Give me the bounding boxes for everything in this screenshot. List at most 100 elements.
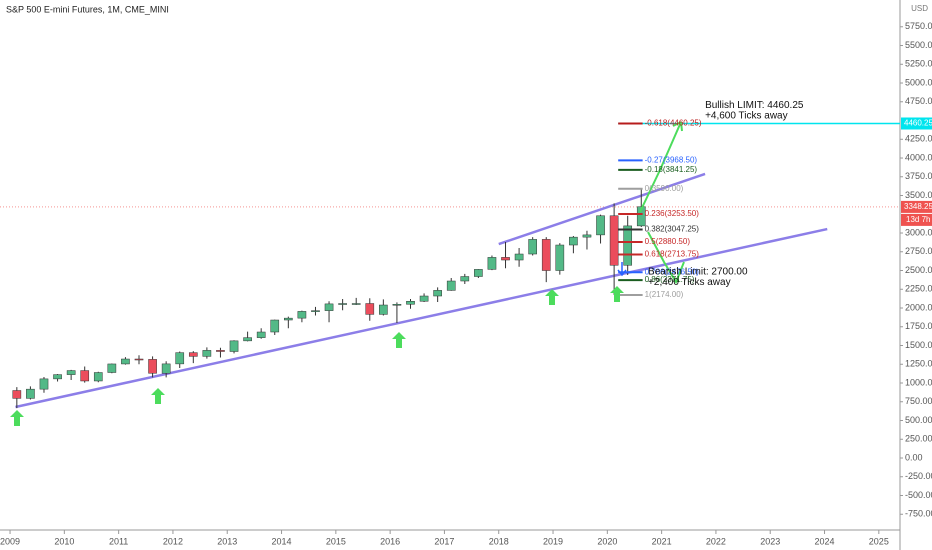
annotation: +2,400 Ticks away [648, 277, 731, 288]
y-tick-label: -500.00 [905, 490, 932, 500]
x-tick-label: 2022 [706, 536, 726, 546]
candle-body [202, 350, 212, 357]
target-price-label: 4460.25 [904, 119, 932, 128]
fib-label: 0(3590.00) [645, 184, 684, 193]
candle-body [501, 257, 510, 261]
candle-body [514, 253, 524, 261]
candle-body [66, 370, 76, 375]
candle-body [528, 239, 537, 255]
candle-body [596, 215, 605, 236]
trendline [498, 172, 706, 246]
y-tick-label: 4750.00 [905, 96, 932, 106]
annotation: Bullish LIMIT: 4460.25 [705, 100, 804, 111]
projection-down [647, 231, 685, 285]
y-tick-label: 3500.00 [905, 190, 932, 200]
fib-label: -0.27(3968.50) [645, 155, 698, 164]
candle-body [148, 359, 157, 374]
candle-body [419, 295, 429, 302]
y-tick-label: 5500.00 [905, 40, 932, 50]
arrow-group [10, 286, 624, 426]
candle-body [93, 372, 103, 382]
candle-body [53, 374, 62, 380]
candle-body [623, 225, 633, 266]
candle-body [243, 337, 252, 342]
candle-body [351, 303, 361, 305]
x-tick-label: 2018 [489, 536, 509, 546]
up-arrow [151, 388, 165, 404]
candle-body [161, 363, 171, 374]
y-tick-label: 2750.00 [905, 246, 932, 256]
y-tick-label: 2250.00 [905, 284, 932, 294]
x-tick-label: 2024 [815, 536, 835, 546]
fib-label: -0.618(4460.25) [645, 119, 702, 128]
x-tick-label: 2017 [434, 536, 454, 546]
x-tick-label: 2013 [217, 536, 237, 546]
candle-body [12, 390, 22, 399]
fib-label: 0.5(2880.50) [645, 237, 691, 246]
fib-label: 0.236(3253.50) [645, 209, 700, 218]
candle-body [433, 290, 442, 297]
y-tick-label: 1250.00 [905, 359, 932, 369]
projection-up [639, 121, 682, 213]
currency-label: USD [911, 4, 928, 13]
candle-body [636, 206, 646, 227]
x-tick-label: 2021 [652, 536, 672, 546]
trendline [15, 227, 828, 409]
candle-body [541, 239, 551, 271]
candle-body [80, 370, 90, 382]
candle-body [284, 317, 293, 321]
fib-label: 0.382(3047.25) [645, 225, 700, 234]
x-tick-label: 2019 [543, 536, 563, 546]
candle-body [555, 244, 565, 271]
y-tick-label: 750.00 [905, 396, 932, 406]
candle-body [365, 303, 375, 315]
countdown-label: 13d 7h [906, 215, 930, 224]
y-tick-label: 3000.00 [905, 227, 932, 237]
candle-body [446, 280, 456, 291]
x-tick-label: 2010 [54, 536, 74, 546]
fib-label: 0.786(2476.50) [645, 267, 700, 276]
x-tick-label: 2009 [0, 536, 20, 546]
up-arrow [610, 286, 624, 302]
fib-label: 0.86(2371.75) [645, 275, 695, 284]
y-tick-label: 1500.00 [905, 340, 932, 350]
candle-body [175, 352, 185, 365]
x-tick-label: 2014 [272, 536, 292, 546]
y-tick-label: 500.00 [905, 415, 932, 425]
y-tick-label: 2000.00 [905, 302, 932, 312]
y-tick-label: 1750.00 [905, 321, 932, 331]
fib-label: 0.618(2713.75) [645, 250, 700, 259]
candle-body [216, 350, 225, 352]
candle-body [569, 236, 578, 246]
candle-body [406, 301, 415, 305]
last-price-label-bg [901, 200, 932, 213]
candle-body [609, 215, 619, 266]
x-tick-label: 2011 [109, 536, 128, 546]
y-tick-label: 4250.00 [905, 134, 932, 144]
projection-up-head [672, 121, 683, 132]
candle-body [270, 319, 280, 333]
candle-body [392, 304, 402, 306]
x-tick-label: 2015 [326, 536, 346, 546]
candle-body [229, 340, 239, 352]
annotation: +4,600 Ticks away [705, 111, 788, 122]
candle-body [324, 303, 334, 311]
candle-body [379, 304, 388, 315]
up-arrow [545, 289, 559, 305]
chart-title: S&P 500 E-mini Futures, 1M, CME_MINI [6, 4, 169, 14]
candle-body [107, 363, 117, 373]
x-tick-label: 2020 [597, 536, 617, 546]
x-tick-label: 2025 [869, 536, 889, 546]
candle-body [134, 358, 144, 361]
y-tick-label: 3750.00 [905, 171, 932, 181]
candle-body [460, 276, 470, 282]
y-tick-label: 250.00 [905, 434, 932, 444]
candle-body [39, 378, 49, 390]
fib-label: 1(2174.00) [645, 290, 684, 299]
candle-body [338, 303, 347, 305]
y-tick-label: 2500.00 [905, 265, 932, 275]
y-tick-label: -750.00 [905, 509, 932, 519]
candle-body [311, 310, 320, 312]
y-tick-label: -250.00 [905, 471, 932, 481]
